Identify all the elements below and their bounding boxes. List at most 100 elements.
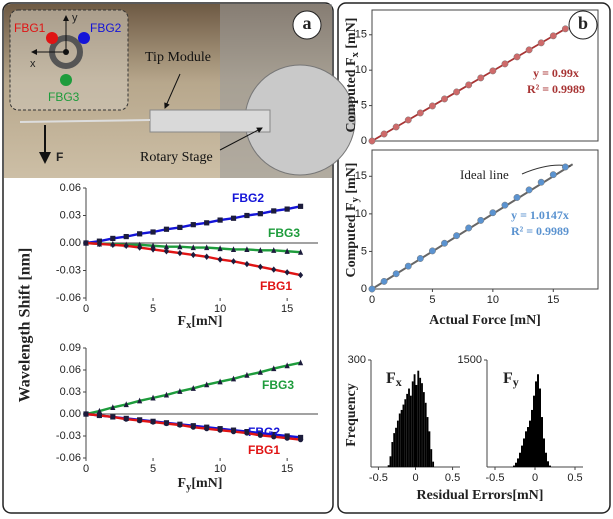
marker: [96, 407, 103, 414]
y-tick-label: 0.06: [60, 364, 81, 376]
hist-bar: [413, 374, 416, 467]
y-tick-label: 5: [361, 245, 367, 257]
x-tick-label: -0.5: [369, 472, 388, 484]
hist-bar: [537, 374, 539, 467]
fiber: [19, 119, 151, 123]
point: [441, 95, 448, 103]
y-axis-label: Frequency: [344, 383, 359, 447]
marker: [83, 411, 89, 417]
label-part: F: [178, 476, 187, 491]
marker: [190, 251, 196, 259]
x-tick-label: 0.5: [567, 472, 582, 484]
hist-bar: [387, 465, 390, 467]
series-label: FBG3: [268, 226, 300, 240]
hist-bar: [424, 402, 427, 467]
marker: [190, 385, 196, 391]
marker: [217, 245, 223, 252]
point: [453, 88, 461, 96]
label-part: [mN]: [191, 476, 222, 491]
marker: [177, 224, 183, 231]
point: [392, 123, 400, 131]
point: [513, 194, 521, 201]
chart-title: Fx: [386, 370, 402, 389]
force-label: F: [56, 150, 63, 164]
marker: [284, 435, 290, 441]
fbg1-label: FBG1: [14, 21, 46, 35]
point: [501, 60, 509, 68]
point: [404, 116, 412, 124]
hist-bar: [541, 417, 543, 467]
hist-bar: [545, 452, 547, 467]
point: [368, 285, 376, 293]
tip-arrow: [164, 73, 181, 109]
y-tick-label: 0.00: [60, 408, 81, 420]
hist-bar: [533, 395, 535, 467]
hist-bar: [539, 388, 541, 467]
point: [416, 255, 424, 262]
chart-title: Fy: [503, 370, 519, 389]
y-tick-label: 0.03: [60, 386, 81, 398]
label-part: F: [503, 370, 513, 387]
point: [428, 247, 436, 255]
marker: [284, 269, 290, 276]
marker: [244, 246, 250, 253]
x-tick-label: -0.5: [486, 472, 505, 484]
fbg3-label: FBG3: [48, 90, 80, 104]
hist-bar: [426, 417, 429, 467]
marker: [177, 243, 183, 250]
marker: [297, 271, 304, 279]
y-tick-label: 300: [348, 354, 366, 366]
y-tick-label: -0.06: [56, 292, 81, 304]
tip-module-label: Tip Module: [145, 50, 211, 65]
point: [368, 137, 376, 145]
marker: [163, 226, 170, 232]
marker: [257, 263, 263, 271]
hist-bar: [543, 438, 545, 467]
point: [453, 232, 461, 240]
marker: [96, 412, 103, 419]
hist-bar: [389, 456, 392, 467]
y-label: y: [72, 12, 78, 24]
hist-bar: [419, 377, 422, 467]
marker: [110, 241, 116, 249]
x-axis-label: Residual Errors[mN]: [417, 488, 544, 503]
point: [380, 130, 388, 138]
marker: [177, 422, 183, 428]
marker: [163, 248, 170, 255]
hist-bar: [515, 462, 517, 467]
x-tick-label: 10: [214, 303, 226, 315]
hist-bar: [513, 465, 515, 467]
marker: [271, 365, 277, 372]
x-tick-label: 10: [487, 294, 499, 306]
series-label: FBG1: [260, 279, 292, 293]
point: [561, 25, 569, 33]
x-tick-label: 15: [281, 463, 293, 475]
hist-bar: [432, 461, 435, 467]
marker: [123, 416, 129, 422]
annotation: R² = 0.9989: [527, 82, 585, 96]
marker: [297, 437, 304, 443]
marker: [284, 248, 290, 254]
hist-bar: [421, 383, 423, 467]
marker: [297, 359, 304, 366]
label-part: [mN]: [191, 314, 222, 329]
y-tick-label: 0.09: [60, 342, 81, 354]
marker: [217, 427, 223, 433]
x-tick-label: 0: [83, 463, 89, 475]
fbg2-label: FBG2: [90, 21, 122, 35]
fbg2-dot: [78, 32, 90, 44]
panel-b: [337, 2, 611, 514]
panel-b-label: b: [578, 13, 588, 33]
y-tick-label: 15: [355, 29, 367, 41]
x-tick-label: 5: [150, 303, 156, 315]
hist-bar: [428, 431, 431, 467]
point: [489, 209, 497, 217]
point: [525, 186, 533, 194]
x-tick-label: 10: [214, 463, 226, 475]
marker: [284, 362, 290, 369]
point: [549, 32, 557, 40]
marker: [190, 222, 196, 228]
marker: [257, 211, 263, 217]
y-tick-label: 10: [355, 208, 367, 220]
